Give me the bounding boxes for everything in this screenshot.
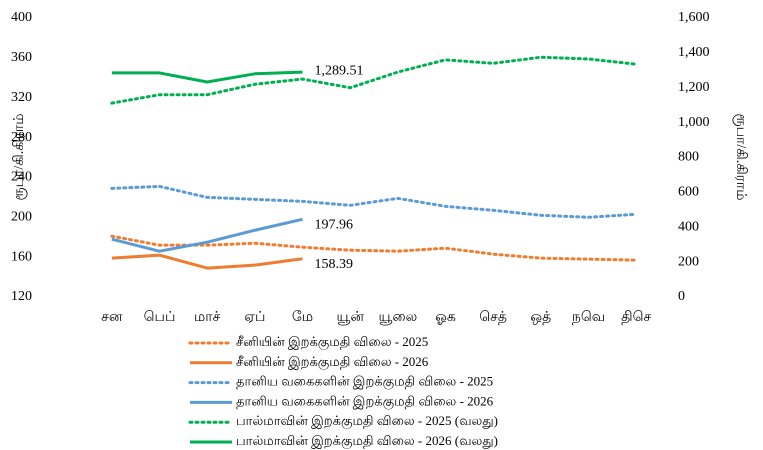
y-tick-label: 120 <box>11 289 32 304</box>
x-tick-label: நவெ <box>572 310 605 325</box>
y2-tick-label: 1,200 <box>678 80 710 95</box>
legend-label: சீனியின் இறக்குமதி விலை - 2026 <box>236 354 429 370</box>
legend-label: பால்மாவின் இறக்குமதி விலை - 2026 (வலது) <box>236 433 498 449</box>
legend-label: சீனியின் இறக்குமதி விலை - 2025 <box>236 334 428 350</box>
legend-label: தானிய வகைகளின் இறக்குமதி விலை - 2026 <box>236 393 494 409</box>
y2-tick-label: 1,000 <box>678 115 710 130</box>
x-tick-label: மே <box>292 310 313 325</box>
y-tick-label: 400 <box>11 10 32 25</box>
y-axis-label: ரூபா/கி.கிராம் <box>12 113 27 200</box>
x-tick-label: சன <box>101 310 123 325</box>
x-tick-label: யூலை <box>378 310 417 325</box>
y2-tick-label: 200 <box>678 254 699 269</box>
y2-tick-label: 1,600 <box>678 10 710 25</box>
x-tick-label: ஓக <box>435 310 456 325</box>
series-line <box>111 70 303 84</box>
series-line <box>110 55 638 105</box>
y-tick-label: 360 <box>11 50 32 65</box>
data-label: 158.39 <box>315 257 354 272</box>
series-line <box>110 184 638 219</box>
y-tick-label: 160 <box>11 249 32 264</box>
y2-tick-label: 800 <box>678 150 699 165</box>
x-tick-label: மாச் <box>194 310 221 325</box>
y-tick-label: 200 <box>11 210 32 225</box>
y2-tick-label: 600 <box>678 185 699 200</box>
y2-tick-label: 1,400 <box>678 45 710 60</box>
x-tick-label: பெப் <box>144 310 176 325</box>
y2-tick-label: 400 <box>678 219 699 234</box>
x-tick-label: திசெ <box>621 310 651 325</box>
y-tick-label: 320 <box>11 90 32 105</box>
series-line <box>111 217 303 253</box>
data-label: 1,289.51 <box>315 63 364 78</box>
y2-axis-label: ரூபா/கி.கிராம் <box>733 113 748 200</box>
series-line <box>110 234 638 262</box>
y-tick-label: 280 <box>11 130 32 145</box>
data-label: 197.96 <box>315 218 354 233</box>
x-tick-label: ஒத் <box>530 310 551 325</box>
y2-tick-label: 0 <box>678 289 685 304</box>
legend-label: பால்மாவின் இறக்குமதி விலை - 2025 (வலது) <box>236 413 498 429</box>
series-line <box>111 253 303 270</box>
legend-label: தானிய வகைகளின் இறக்குமதி விலை - 2025 <box>236 374 493 390</box>
x-tick-label: ஏப் <box>244 310 265 325</box>
x-tick-label: யூன் <box>336 310 364 325</box>
x-tick-label: செத் <box>479 310 507 325</box>
y-tick-label: 240 <box>11 170 32 185</box>
